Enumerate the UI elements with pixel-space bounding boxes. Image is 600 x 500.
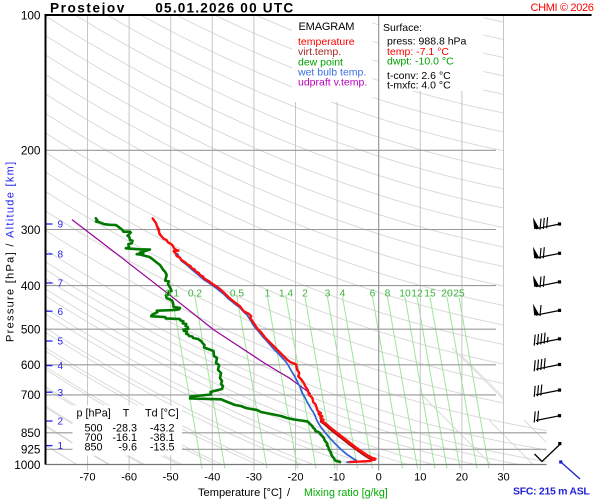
svg-text:-16.1: -16.1	[112, 432, 137, 444]
svg-text:virt.temp.: virt.temp.	[298, 46, 341, 58]
svg-text:Temperature [°C]: Temperature [°C]	[198, 487, 282, 499]
svg-text:25: 25	[453, 289, 465, 300]
svg-text:1: 1	[58, 441, 64, 452]
svg-text:6: 6	[370, 289, 376, 300]
svg-text:10: 10	[414, 471, 426, 483]
svg-text:t-mxfc: 4.0 °C: t-mxfc: 4.0 °C	[387, 80, 451, 92]
svg-text:-13.5: -13.5	[150, 441, 175, 453]
svg-text:700: 700	[84, 432, 102, 444]
svg-text:-43.2: -43.2	[150, 423, 175, 435]
svg-text:600: 600	[21, 358, 41, 372]
svg-text:temp: -7.1 °C: temp: -7.1 °C	[387, 46, 449, 58]
svg-text:-60: -60	[121, 471, 137, 483]
svg-text:100: 100	[21, 8, 41, 22]
svg-text:/: /	[287, 487, 291, 499]
svg-text:-28.3: -28.3	[112, 423, 137, 435]
svg-text:Surface:: Surface:	[383, 22, 422, 34]
svg-text:4: 4	[340, 289, 346, 300]
svg-text:-40: -40	[204, 471, 220, 483]
svg-text:6: 6	[58, 307, 64, 318]
svg-text:SFC: 215 m ASL: SFC: 215 m ASL	[513, 486, 590, 498]
svg-text:200: 200	[21, 144, 41, 158]
svg-text:udpraft v.temp.: udpraft v.temp.	[298, 77, 367, 89]
svg-text:1000: 1000	[14, 458, 41, 472]
svg-text:20: 20	[456, 471, 468, 483]
svg-text:850: 850	[84, 441, 102, 453]
svg-text:9: 9	[58, 220, 64, 231]
svg-text:1.4: 1.4	[279, 289, 294, 300]
svg-text:0.1: 0.1	[165, 289, 180, 300]
svg-text:dew point: dew point	[298, 56, 343, 68]
svg-text:T: T	[123, 408, 130, 420]
svg-text:700: 700	[21, 388, 41, 402]
svg-text:0: 0	[376, 471, 382, 483]
svg-text:10: 10	[399, 289, 411, 300]
svg-text:925: 925	[21, 443, 41, 457]
svg-text:Pressure [hPa] / Altitude [km]: Pressure [hPa] / Altitude [km]	[5, 161, 17, 342]
svg-text:-38.1: -38.1	[150, 432, 175, 444]
svg-text:0.2: 0.2	[188, 289, 203, 300]
svg-text:Prostejov: Prostejov	[50, 0, 126, 15]
svg-text:1: 1	[265, 289, 271, 300]
svg-text:8: 8	[58, 250, 64, 261]
svg-text:0.5: 0.5	[230, 289, 245, 300]
svg-text:Mixing ratio [g/kg]: Mixing ratio [g/kg]	[304, 487, 388, 499]
svg-text:CHMI © 2026: CHMI © 2026	[531, 2, 594, 14]
svg-text:-50: -50	[163, 471, 179, 483]
svg-text:wet bulb temp.: wet bulb temp.	[297, 66, 366, 78]
svg-text:500: 500	[21, 323, 41, 337]
svg-text:15: 15	[424, 289, 436, 300]
svg-text:3: 3	[58, 388, 64, 399]
svg-text:p [hPa]: p [hPa]	[77, 408, 111, 420]
svg-text:2: 2	[302, 289, 308, 300]
svg-text:temperature: temperature	[298, 36, 355, 48]
svg-text:500: 500	[84, 423, 102, 435]
svg-text:12: 12	[411, 289, 423, 300]
svg-text:7: 7	[58, 279, 64, 290]
svg-text:-20: -20	[287, 471, 303, 483]
svg-text:3: 3	[325, 289, 331, 300]
svg-text:850: 850	[21, 426, 41, 440]
svg-text:-9.6: -9.6	[118, 441, 137, 453]
svg-text:5: 5	[58, 337, 64, 348]
svg-text:t-conv: 2.6 °C: t-conv: 2.6 °C	[387, 70, 451, 82]
svg-text:05.01.2026 00 UTC: 05.01.2026 00 UTC	[155, 0, 294, 15]
svg-text:4: 4	[58, 361, 64, 372]
svg-text:dwpt: -10.0 °C: dwpt: -10.0 °C	[387, 56, 454, 68]
svg-text:400: 400	[21, 279, 41, 293]
svg-text:300: 300	[21, 223, 41, 237]
svg-text:30: 30	[497, 471, 509, 483]
svg-text:-30: -30	[246, 471, 262, 483]
svg-text:-10: -10	[329, 471, 345, 483]
svg-text:EMAGRAM: EMAGRAM	[299, 21, 355, 33]
svg-text:press: 988.8 hPa: press: 988.8 hPa	[387, 35, 467, 47]
svg-text:-70: -70	[79, 471, 95, 483]
svg-text:2: 2	[58, 417, 64, 428]
svg-text:8: 8	[385, 289, 391, 300]
svg-text:20: 20	[441, 289, 453, 300]
svg-text:Td [°C]: Td [°C]	[145, 408, 179, 420]
